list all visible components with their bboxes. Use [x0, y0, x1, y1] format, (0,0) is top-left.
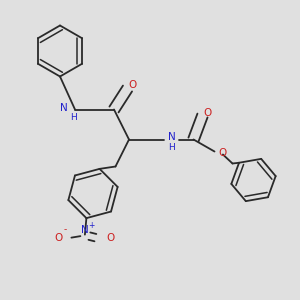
Text: +: +: [88, 221, 95, 230]
Text: O: O: [54, 232, 62, 243]
Text: N: N: [81, 225, 89, 235]
Text: -: -: [64, 225, 67, 234]
Text: O: O: [106, 232, 114, 243]
Text: N: N: [60, 103, 68, 113]
Text: O: O: [204, 107, 212, 118]
Text: H: H: [70, 113, 77, 122]
Text: H: H: [168, 142, 174, 152]
Text: O: O: [218, 148, 226, 158]
Text: N: N: [168, 132, 176, 142]
Text: O: O: [129, 80, 137, 91]
